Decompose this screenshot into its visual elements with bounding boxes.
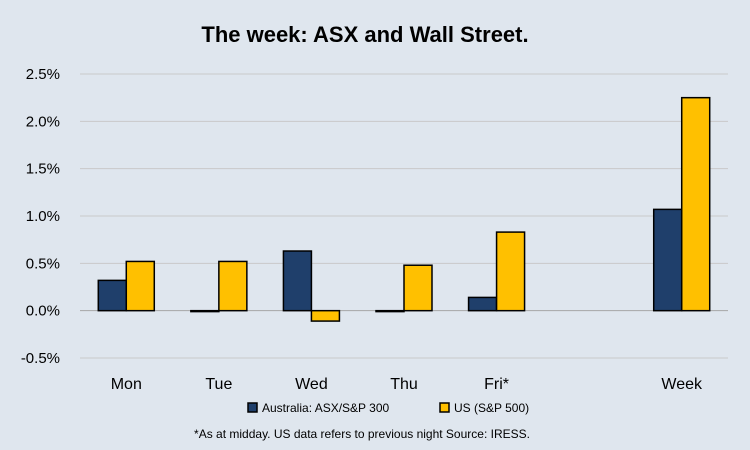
bar-australia [97, 279, 128, 312]
legend-label-australia: Australia: ASX/S&P 300 [262, 401, 390, 415]
bar-us [310, 309, 341, 322]
y-tick-label: 2.5% [26, 66, 60, 83]
gridlines [80, 73, 728, 359]
y-tick-label: 1.5% [26, 161, 60, 178]
bar-us [680, 96, 711, 312]
legend-swatch-us [439, 402, 450, 413]
x-category-label: Fri* [484, 376, 509, 393]
y-tick-label: 2.0% [26, 113, 60, 130]
x-category-label: Mon [111, 376, 142, 393]
bar-australia [190, 309, 220, 313]
legend-swatch-australia [247, 402, 258, 413]
y-tick-label: 0.5% [26, 255, 60, 272]
bar-australia [282, 250, 313, 312]
chart-title: The week: ASX and Wall Street. [201, 22, 528, 47]
x-category-label: Week [661, 376, 703, 393]
y-tick-label: -0.5% [21, 350, 60, 367]
bar-australia [652, 208, 683, 312]
footnote: *As at midday. US data refers to previou… [194, 427, 530, 441]
x-category-label: Wed [295, 376, 328, 393]
y-tick-label: 1.0% [26, 208, 60, 225]
x-axis-categories: Mon Tue Wed Thu Fri* Week [111, 376, 703, 393]
bar-us [495, 231, 526, 312]
y-tick-label: 0.0% [26, 303, 60, 320]
bar-australia [375, 309, 405, 313]
bar-us [218, 260, 248, 312]
x-category-label: Tue [205, 376, 232, 393]
bars [97, 96, 711, 322]
bar-australia [467, 296, 498, 312]
x-category-label: Thu [390, 376, 418, 393]
legend: Australia: ASX/S&P 300 US (S&P 500) [247, 401, 529, 415]
legend-label-us: US (S&P 500) [454, 401, 529, 415]
bar-us [403, 264, 433, 312]
y-axis-ticks: -0.5% 0.0% 0.5% 1.0% 1.5% 2.0% 2.5% [21, 66, 60, 367]
bar-us [125, 260, 156, 312]
